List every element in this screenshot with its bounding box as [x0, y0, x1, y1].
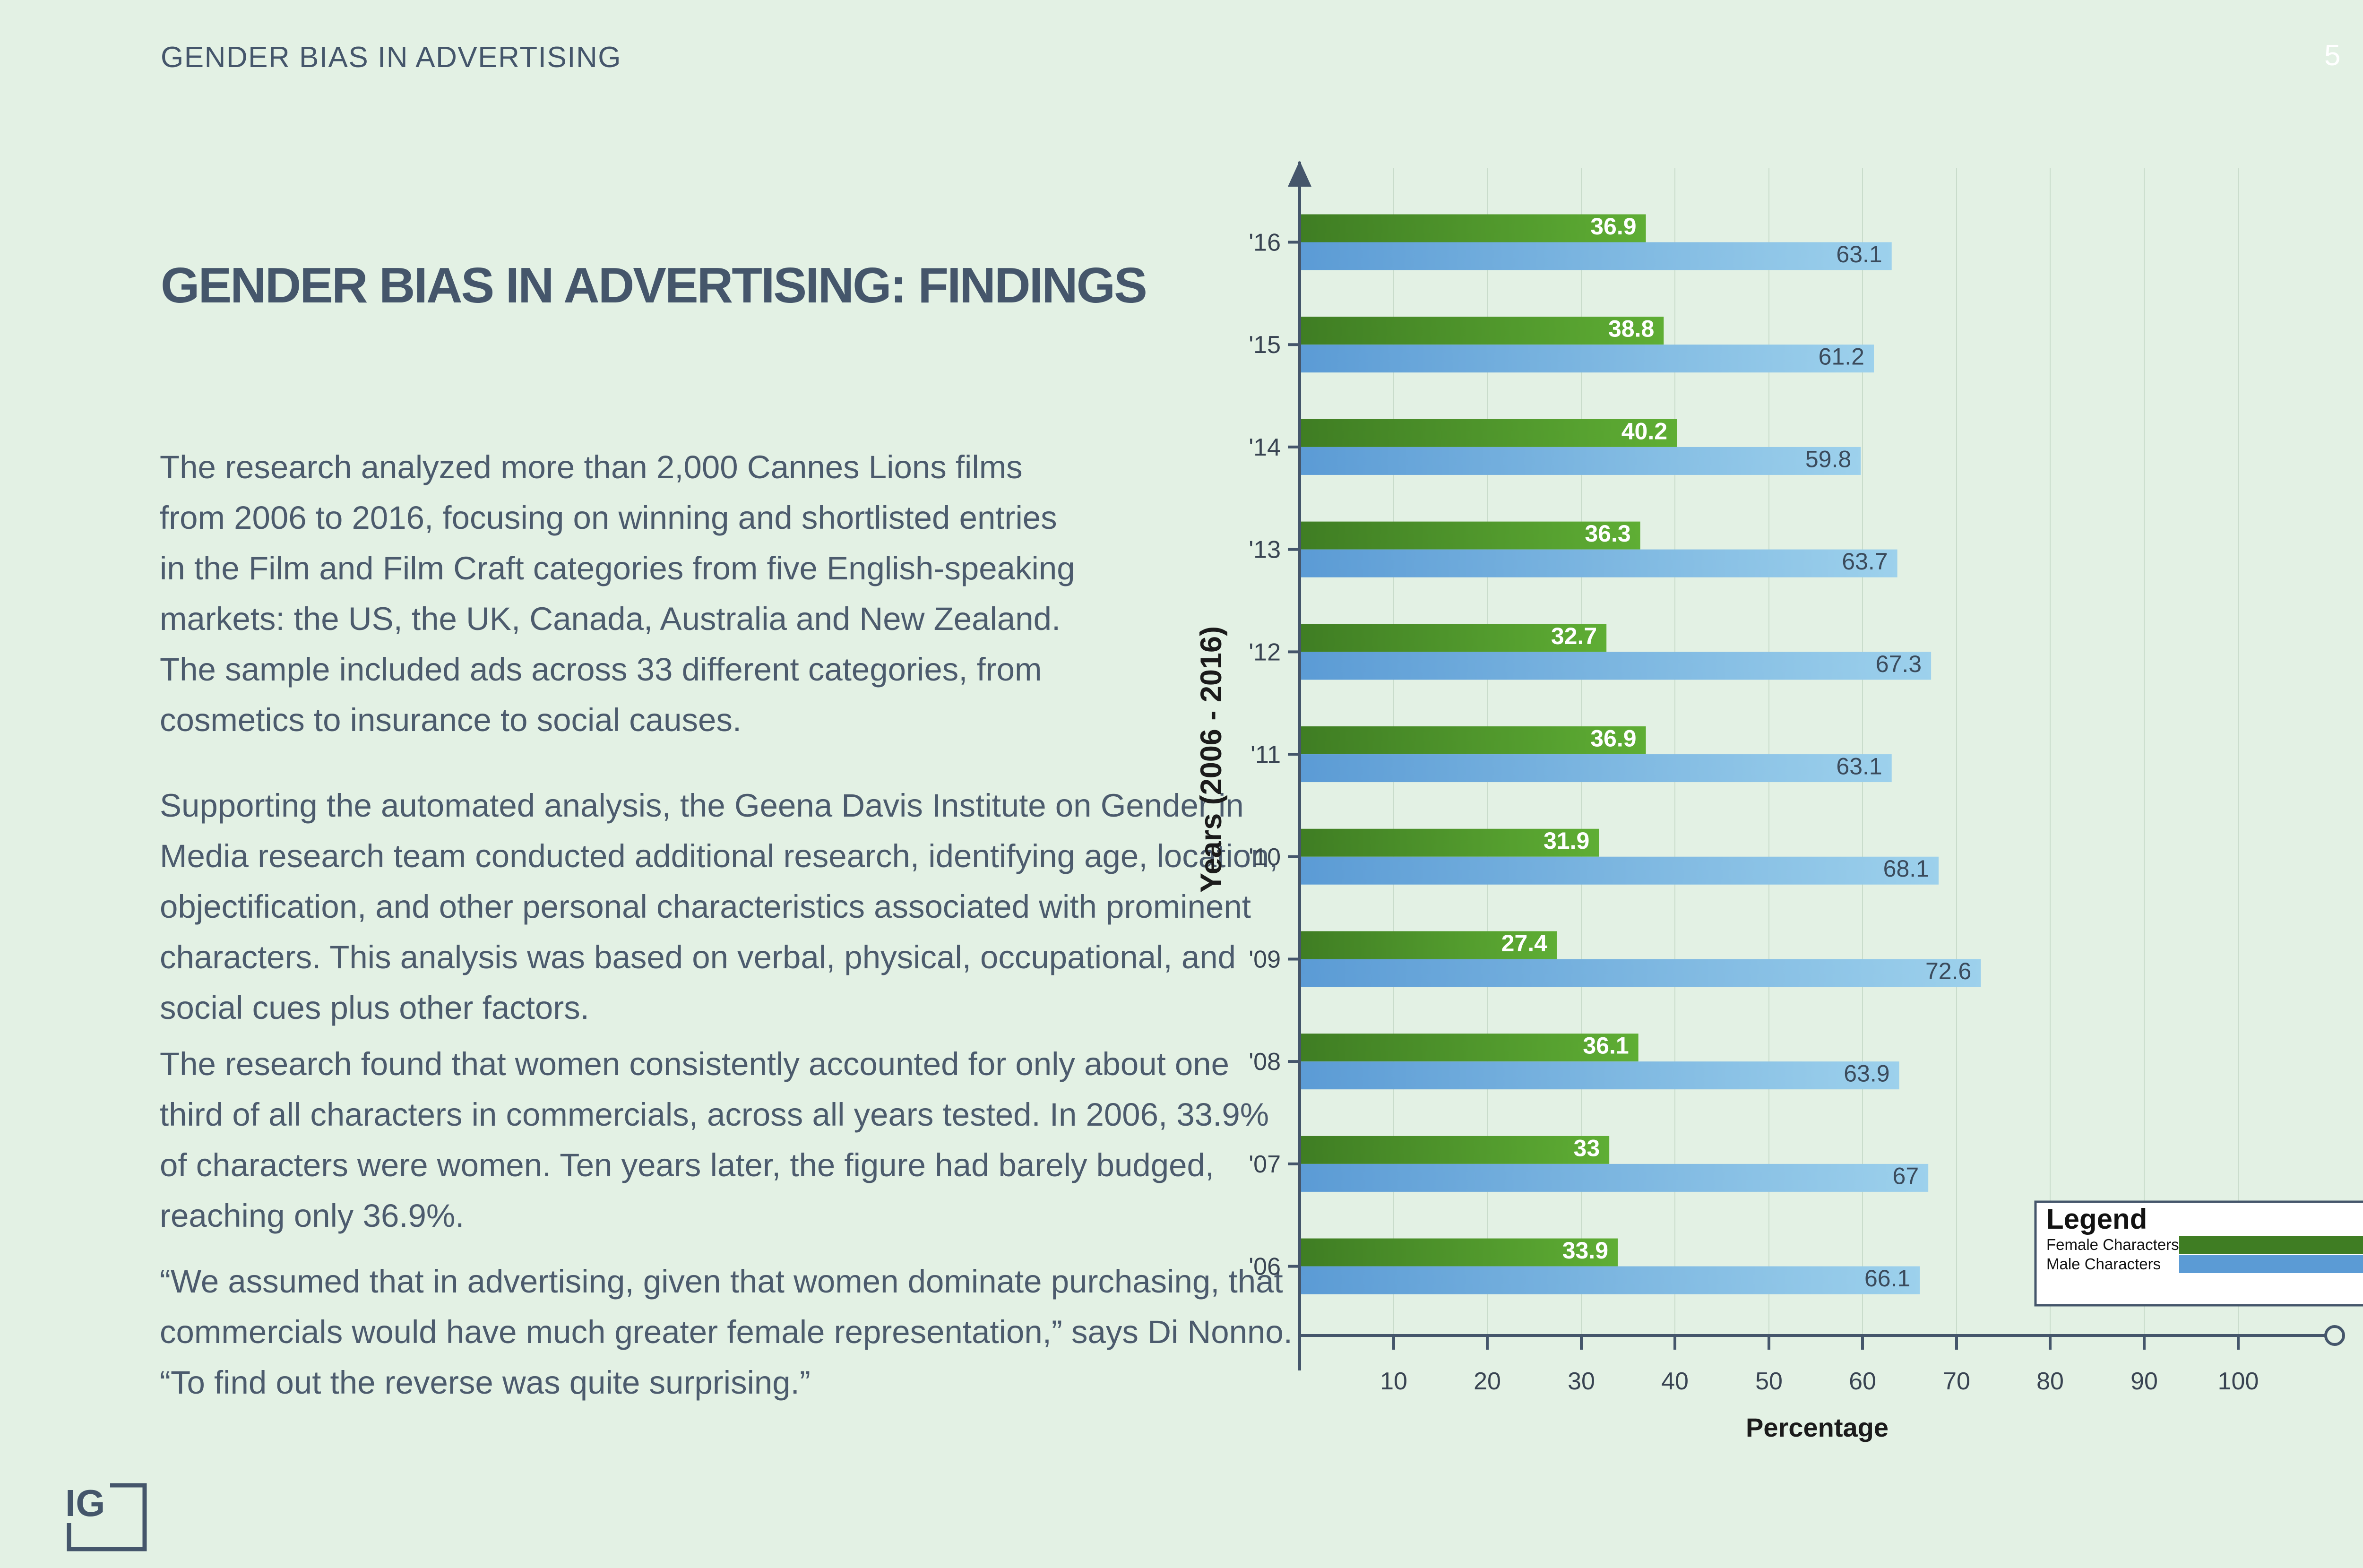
svg-text:'15: '15: [1249, 331, 1281, 359]
svg-text:27.4: 27.4: [1501, 930, 1548, 956]
svg-text:'10: '10: [1249, 844, 1281, 871]
svg-text:'12: '12: [1249, 638, 1281, 666]
svg-text:'14: '14: [1249, 434, 1281, 461]
svg-text:'08: '08: [1249, 1048, 1281, 1076]
svg-text:66.1: 66.1: [1864, 1265, 1910, 1292]
svg-text:36.1: 36.1: [1583, 1033, 1629, 1059]
svg-text:36.9: 36.9: [1590, 213, 1636, 240]
svg-text:90: 90: [2130, 1368, 2158, 1395]
svg-text:Female Characters: Female Characters: [2046, 1236, 2179, 1253]
svg-text:60: 60: [1849, 1368, 1876, 1395]
svg-text:63.1: 63.1: [1836, 753, 1882, 780]
svg-text:36.3: 36.3: [1585, 520, 1630, 547]
svg-text:10: 10: [1380, 1368, 1407, 1395]
svg-text:'13: '13: [1249, 536, 1281, 564]
svg-text:'09: '09: [1249, 946, 1281, 973]
svg-text:59.8: 59.8: [1805, 446, 1851, 472]
svg-text:63.1: 63.1: [1836, 241, 1882, 267]
svg-text:100: 100: [2218, 1368, 2259, 1395]
svg-text:'07: '07: [1249, 1151, 1281, 1178]
svg-text:63.9: 63.9: [1844, 1060, 1889, 1087]
svg-text:80: 80: [2036, 1368, 2064, 1395]
svg-text:38.8: 38.8: [1608, 316, 1654, 342]
svg-text:72.6: 72.6: [1925, 958, 1971, 984]
svg-text:'11: '11: [1250, 741, 1281, 768]
svg-text:40.2: 40.2: [1621, 418, 1667, 444]
svg-text:30: 30: [1568, 1368, 1595, 1395]
svg-text:32.7: 32.7: [1551, 623, 1597, 649]
svg-text:67: 67: [1893, 1163, 1919, 1189]
svg-text:'16: '16: [1249, 229, 1281, 257]
svg-text:Legend: Legend: [2046, 1203, 2147, 1235]
svg-text:67.3: 67.3: [1876, 651, 1922, 677]
svg-text:'06: '06: [1249, 1253, 1281, 1281]
svg-text:50: 50: [1755, 1368, 1783, 1395]
svg-text:Percentage: Percentage: [1746, 1413, 1889, 1442]
svg-text:36.9: 36.9: [1590, 725, 1636, 752]
svg-text:31.9: 31.9: [1544, 827, 1589, 854]
svg-text:Male Characters: Male Characters: [2046, 1255, 2161, 1273]
svg-text:68.1: 68.1: [1883, 855, 1929, 882]
svg-text:63.7: 63.7: [1842, 548, 1888, 575]
svg-text:33.9: 33.9: [1562, 1237, 1608, 1264]
svg-text:20: 20: [1474, 1368, 1501, 1395]
svg-text:61.2: 61.2: [1819, 344, 1864, 370]
svg-text:IG: IG: [65, 1482, 105, 1524]
svg-text:33: 33: [1574, 1135, 1600, 1161]
svg-text:70: 70: [1943, 1368, 1970, 1395]
svg-text:Years (2006 - 2016): Years (2006 - 2016): [1195, 626, 1228, 893]
svg-text:40: 40: [1661, 1368, 1689, 1395]
